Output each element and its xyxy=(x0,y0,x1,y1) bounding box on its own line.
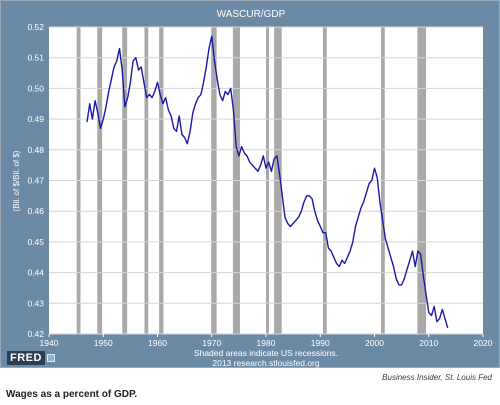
y-tick-label: 0.45 xyxy=(27,237,44,247)
caption: Wages as a percent of GDP. xyxy=(6,389,138,400)
source-footnote: 2013 research.stlouisfed.org xyxy=(212,358,320,368)
x-tick-label: 2000 xyxy=(365,338,384,348)
y-axis-label: (Bil. of $/Bil. of $) xyxy=(12,150,21,211)
y-tick-label: 0.49 xyxy=(27,114,44,124)
y-tick-label: 0.51 xyxy=(27,53,44,63)
fred-logo-text: FRED xyxy=(7,351,45,365)
fred-logo-icon xyxy=(46,354,55,362)
x-axis-ticks: 1940 1950 1960 1970 1980 1990 2000 2010 2020 xyxy=(40,334,493,348)
x-tick-label: 2010 xyxy=(419,338,438,348)
gridlines xyxy=(49,26,483,335)
y-tick-label: 0.43 xyxy=(27,298,44,308)
fred-logo: FRED xyxy=(7,351,55,365)
series-line-wages-gdp xyxy=(86,35,449,329)
y-tick-label: 0.44 xyxy=(27,268,44,278)
line-chart: WASCUR/GDP 0.420.430.440.450.460.470.480… xyxy=(12,9,493,368)
source-credit: Business Insider, St. Louis Fed xyxy=(382,373,492,382)
y-tick-label: 0.48 xyxy=(27,145,44,155)
x-tick-label: 1940 xyxy=(40,338,59,348)
x-tick-label: 1980 xyxy=(257,338,276,348)
y-tick-label: 0.42 xyxy=(27,329,44,339)
y-tick-label: 0.52 xyxy=(27,22,44,32)
x-tick-label: 1990 xyxy=(311,338,330,348)
y-tick-label: 0.50 xyxy=(27,83,44,93)
recession-footnote: Shaded areas indicate US recessions. xyxy=(194,348,338,358)
x-tick-label: 1960 xyxy=(148,338,167,348)
chart-frame: WASCUR/GDP 0.42 0.43 0.44 0.45 0.46 0.47 0.48 0… xyxy=(0,0,500,368)
x-tick-label: 2020 xyxy=(474,338,493,348)
x-tick-label: 1950 xyxy=(94,338,113,348)
y-tick-label: 0.47 xyxy=(27,176,44,186)
x-tick-label: 1970 xyxy=(202,338,221,348)
y-tick-label: 0.46 xyxy=(27,206,44,216)
y-axis-ticks: 0.42 0.43 0.44 0.45 0.46 0.47 0.48 0.49 0.50 0.51… xyxy=(27,22,44,339)
chart-title: WASCUR/GDP xyxy=(217,9,286,20)
